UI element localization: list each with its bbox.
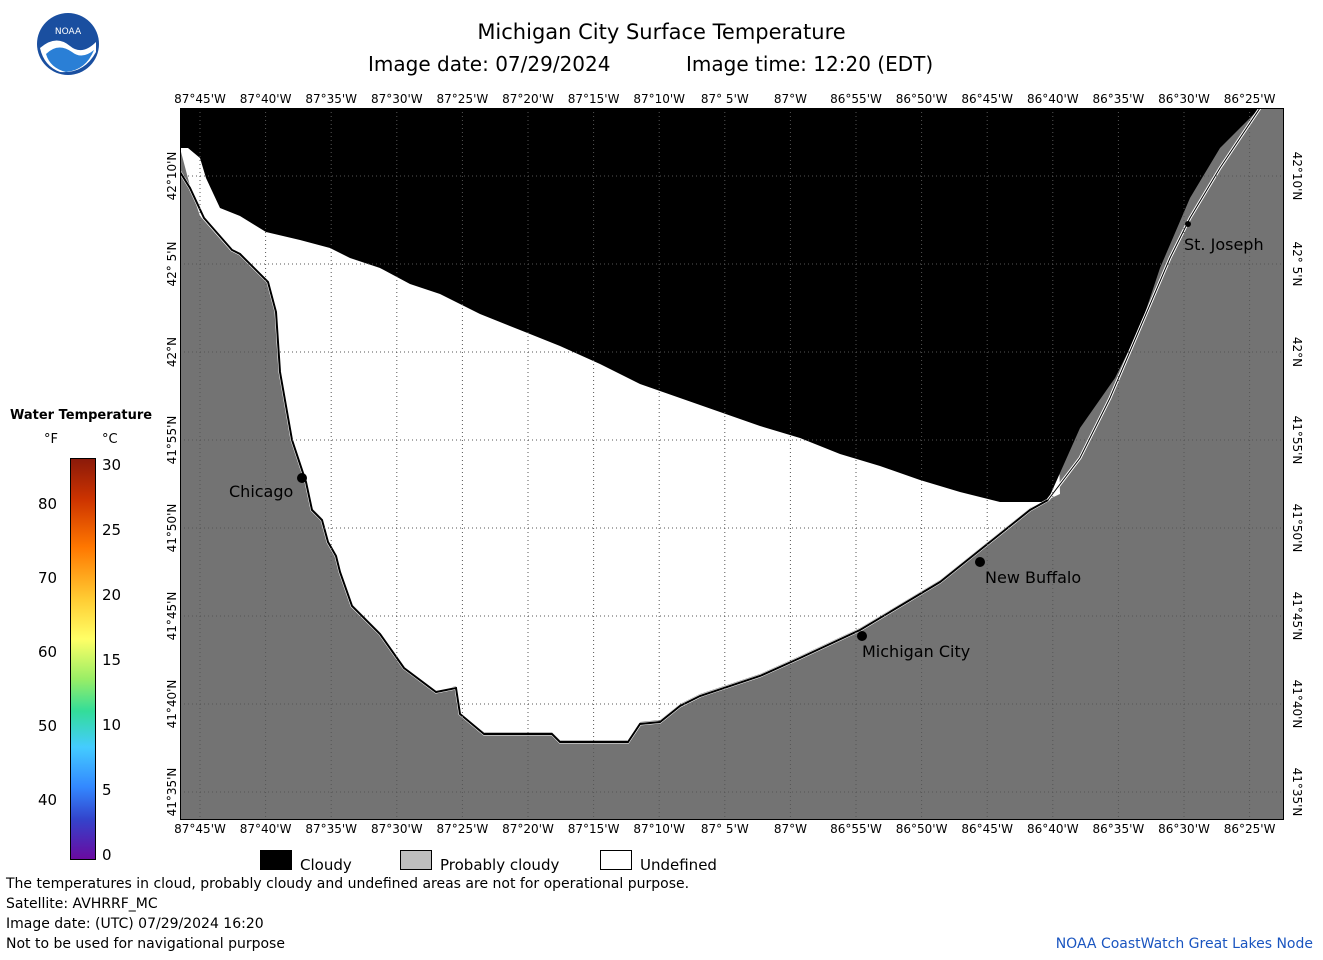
longitude-label: 87°35'W [305, 822, 358, 836]
legend-swatch-probably-cloudy [400, 850, 432, 870]
longitude-label: 86°50'W [895, 92, 948, 106]
city-marker-michigan-city [857, 631, 867, 641]
longitude-label: 86°55'W [830, 92, 882, 106]
city-label-new-buffalo: New Buffalo [985, 568, 1082, 587]
longitude-label: 86°30'W [1158, 822, 1210, 836]
latitude-label: 41°40'N [1290, 679, 1304, 729]
latitude-label: 41°50'N [165, 503, 179, 553]
scale-c-tick: 10 [102, 716, 122, 734]
latitude-label: 41°45'N [165, 591, 179, 641]
legend-swatch-cloudy [260, 850, 292, 870]
longitude-label: 87°25'W [436, 822, 489, 836]
latitude-label: 41°35'N [1290, 767, 1304, 817]
footer-nav-warning: Not to be used for navigational purpose [6, 936, 285, 952]
legend-label-probably-cloudy: Probably cloudy [440, 856, 560, 874]
city-label-chicago: Chicago [229, 482, 294, 501]
longitude-label: 87°15'W [567, 822, 620, 836]
city-marker-chicago [297, 473, 307, 483]
longitude-label: 87°W [773, 92, 807, 106]
longitude-label: 87°25'W [436, 92, 489, 106]
longitude-label: 86°25'W [1223, 822, 1276, 836]
city-label-michigan-city: Michigan City [862, 642, 971, 661]
scale-f-tick: 40 [38, 791, 58, 809]
longitude-label: 87°45'W [174, 92, 226, 106]
footer-utc-date: Image date: (UTC) 07/29/2024 16:20 [6, 916, 264, 932]
legend-label-undefined: Undefined [640, 856, 717, 874]
longitude-label: 87°40'W [239, 92, 292, 106]
noaa-logo: NOAA [37, 13, 99, 75]
map-panel [180, 108, 1284, 820]
longitude-label: 86°40'W [1026, 822, 1079, 836]
scale-f-tick: 80 [38, 495, 58, 513]
longitude-label: 87°20'W [502, 822, 554, 836]
scale-c-tick: 30 [102, 456, 122, 474]
city-label-st-joseph: St. Joseph [1184, 235, 1264, 254]
longitude-label: 86°55'W [830, 822, 882, 836]
legend-swatch-undefined [600, 850, 632, 870]
scale-c-tick: 20 [102, 586, 122, 604]
temperature-colorbar [70, 458, 96, 860]
page-title: Michigan City Surface Temperature [477, 20, 846, 44]
latitude-label: 42°N [165, 336, 179, 368]
scale-c-tick: 0 [102, 846, 112, 864]
longitude-label: 87°20'W [502, 92, 554, 106]
longitude-label: 86°40'W [1026, 92, 1079, 106]
latitude-label: 41°55'N [165, 415, 179, 465]
longitude-label: 86°30'W [1158, 92, 1210, 106]
latitude-label: 42°10'N [1290, 151, 1304, 201]
longitude-label: 87°10'W [633, 92, 686, 106]
latitude-label: 41°55'N [1290, 415, 1304, 465]
footer-satellite: Satellite: AVHRRF_MC [6, 896, 158, 912]
legend-label-cloudy: Cloudy [300, 856, 352, 874]
latitude-label: 42°10'N [165, 151, 179, 201]
longitude-label: 86°45'W [961, 92, 1014, 106]
longitude-label: 87° 5'W [700, 822, 749, 836]
footer-credit: NOAA CoastWatch Great Lakes Node [1055, 936, 1313, 952]
footer-disclaimer: The temperatures in cloud, probably clou… [6, 876, 690, 892]
scale-f-tick: 60 [38, 643, 58, 661]
latitude-label: 42° 5'N [1290, 241, 1304, 287]
scale-f-tick: 50 [38, 717, 58, 735]
scale-c-tick: 5 [102, 781, 112, 799]
latitude-label: 42° 5'N [165, 241, 179, 287]
longitude-label: 87°45'W [174, 822, 226, 836]
latitude-label: 41°40'N [165, 679, 179, 729]
longitude-label: 87°35'W [305, 92, 358, 106]
longitude-label: 86°35'W [1092, 822, 1145, 836]
longitude-label: 87°40'W [239, 822, 292, 836]
scale-unit-f: °F [44, 432, 58, 447]
longitude-label: 87°30'W [370, 822, 423, 836]
longitude-label: 86°45'W [961, 822, 1014, 836]
longitude-label: 86°50'W [895, 822, 948, 836]
latitude-label: 42°N [1290, 336, 1304, 368]
city-marker-st-joseph [1185, 221, 1191, 227]
map-grid [180, 108, 1284, 820]
latitude-label: 41°35'N [165, 767, 179, 817]
longitude-label: 87° 5'W [700, 92, 749, 106]
longitude-label: 86°25'W [1223, 92, 1276, 106]
scale-unit-c: °C [102, 432, 118, 447]
longitude-label: 87°10'W [633, 822, 686, 836]
city-marker-new-buffalo [975, 557, 985, 567]
scale-c-tick: 25 [102, 521, 122, 539]
image-time: Image time: 12:20 (EDT) [686, 52, 934, 76]
latitude-label: 41°45'N [1290, 591, 1304, 641]
image-date: Image date: 07/29/2024 [368, 52, 611, 76]
longitude-label: 87°W [773, 822, 807, 836]
latitude-label: 41°50'N [1290, 503, 1304, 553]
svg-text:NOAA: NOAA [55, 27, 82, 37]
longitude-label: 86°35'W [1092, 92, 1145, 106]
longitude-label: 87°15'W [567, 92, 620, 106]
scale-title: Water Temperature [10, 408, 153, 423]
scale-f-tick: 70 [38, 569, 58, 587]
longitude-label: 87°30'W [370, 92, 423, 106]
scale-c-tick: 15 [102, 651, 122, 669]
